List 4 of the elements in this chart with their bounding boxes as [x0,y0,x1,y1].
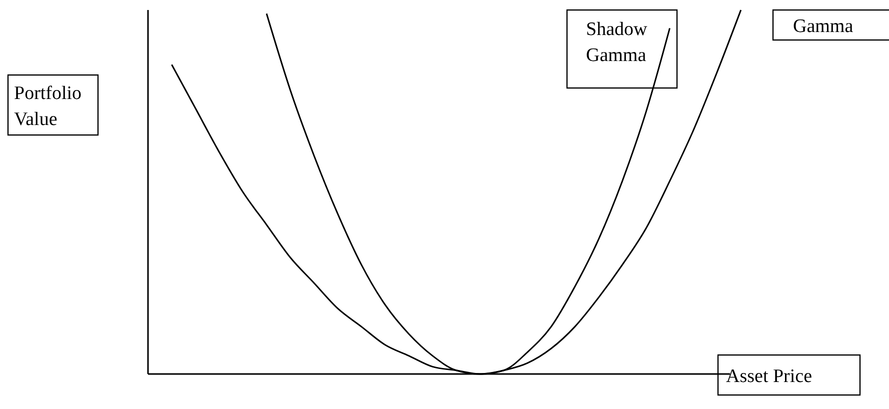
x-axis-title: Asset Price [726,366,812,387]
text: Gamma [793,16,854,37]
y-axis-title: Portfolio Value [14,83,82,130]
series-label: Shadow Gamma [586,19,648,66]
